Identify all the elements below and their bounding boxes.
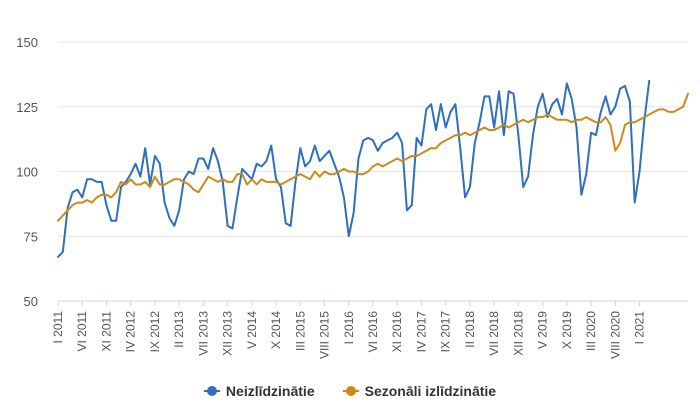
x-tick-label: XII 2013 (221, 311, 235, 356)
y-axis-ticks: 50 75 100 125 150 (16, 35, 38, 309)
series-line-unadjusted (57, 79, 651, 258)
legend-label-unadjusted: Neizlīdzinātie (225, 383, 315, 399)
legend-swatch-unadjusted (203, 386, 220, 396)
x-tick-label: VIII 2020 (608, 311, 622, 359)
x-tick-label: I 2021 (633, 311, 647, 345)
legend-swatch-seasonally-adjusted (342, 386, 359, 396)
x-tick-label: V 2019 (536, 311, 550, 349)
x-tick-label: X 2019 (560, 311, 574, 349)
y-tick-label: 150 (16, 35, 38, 50)
y-tick-label: 50 (24, 294, 38, 309)
x-tick-label: VII 2018 (487, 311, 501, 356)
x-tick-label: I 2016 (342, 311, 356, 345)
x-tick-label: IX 2017 (439, 311, 453, 353)
legend: Neizlīdzinātie Sezonāli izlīdzinātie (0, 383, 700, 399)
x-tick-label: VII 2013 (196, 311, 210, 356)
series-lines (57, 79, 689, 258)
x-axis-ticks: I 2011 VI 2011 XI 2011 IV 2012 IX 2012 II 201… (51, 301, 647, 359)
line-chart: 50 75 100 125 150 I 2011 VI 2011 XI 2011 IV 201… (16, 35, 689, 359)
legend-item-unadjusted[interactable]: Neizlīdzinātie (203, 383, 315, 399)
x-tick-label: III 2015 (293, 311, 307, 351)
x-tick-label: I 2011 (51, 311, 65, 344)
gridlines (58, 41, 688, 302)
x-tick-label: II 2018 (463, 311, 477, 348)
legend-label-seasonally-adjusted: Sezonāli izlīdzinātie (364, 383, 497, 399)
x-tick-label: XII 2018 (511, 311, 525, 356)
x-tick-label: XI 2016 (390, 311, 404, 353)
series-line-seasonally-adjusted (57, 92, 689, 222)
x-tick-label: XI 2011 (99, 311, 113, 352)
x-tick-label: IV 2017 (414, 311, 428, 353)
x-tick-label: VI 2016 (366, 311, 380, 353)
x-tick-label: VI 2011 (75, 311, 89, 352)
y-tick-label: 100 (16, 165, 38, 180)
legend-item-seasonally-adjusted[interactable]: Sezonāli izlīdzinātie (342, 383, 497, 399)
x-tick-label: X 2014 (269, 311, 283, 349)
x-tick-label: VIII 2015 (318, 311, 332, 359)
y-tick-label: 75 (24, 229, 38, 244)
x-tick-label: II 2013 (172, 311, 186, 348)
x-tick-label: V 2014 (245, 311, 259, 349)
x-tick-label: III 2020 (584, 311, 598, 351)
x-tick-label: IV 2012 (124, 311, 138, 353)
x-tick-label: IX 2012 (148, 311, 162, 353)
y-tick-label: 125 (16, 100, 38, 115)
